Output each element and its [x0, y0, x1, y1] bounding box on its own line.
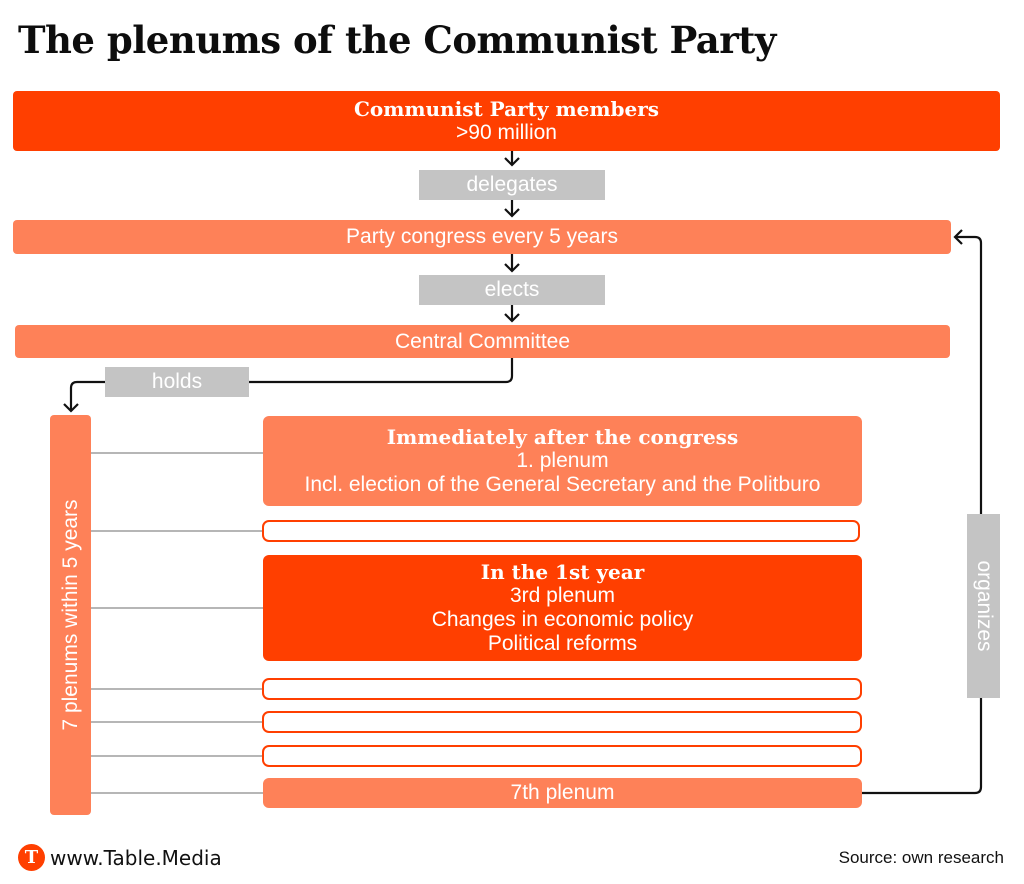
plenum-3-name: 3rd plenum — [509, 584, 616, 607]
plenum-1-box: Immediately after the congress 1. plenum… — [263, 416, 862, 506]
plenum-1-heading: Immediately after the congress — [386, 425, 739, 449]
side-bar-label: 7 plenums within 5 years — [58, 499, 82, 731]
footer-url: www.Table.Media — [50, 846, 222, 870]
arrow-down-icon — [504, 208, 520, 218]
arrow-down-icon — [504, 263, 520, 273]
plenum-4-box — [262, 678, 862, 700]
party-congress-label: Party congress every 5 years — [346, 225, 618, 248]
members-value: >90 million — [456, 121, 557, 144]
organizes-label-box: organizes — [967, 514, 1000, 698]
members-box: Communist Party members >90 million — [13, 91, 1000, 151]
plenum-7-name: 7th plenum — [510, 781, 615, 804]
table-media-logo-icon: T — [18, 844, 45, 871]
elects-label: elects — [419, 275, 605, 305]
logo-letter: T — [24, 847, 39, 868]
plenum-2-box — [262, 520, 860, 542]
arrow-down-icon — [504, 313, 520, 323]
arrow-down-icon — [504, 157, 520, 167]
arrow-left-icon — [953, 229, 963, 245]
central-committee-label: Central Committee — [394, 329, 571, 353]
plenum-7-box: 7th plenum — [263, 778, 862, 808]
plenum-3-detail-political: Political reforms — [487, 632, 638, 655]
arrow-down-icon — [63, 403, 79, 413]
plenum-1-name: 1. plenum — [516, 449, 609, 472]
party-congress-box: Party congress every 5 years — [13, 220, 951, 254]
plenum-3-detail-economic: Changes in economic policy — [431, 608, 694, 631]
holds-label: holds — [105, 367, 249, 397]
central-committee-box: Central Committee — [15, 325, 950, 358]
delegates-label: delegates — [419, 170, 605, 200]
plenum-3-box: In the 1st year 3rd plenum Changes in ec… — [263, 555, 862, 661]
plenum-1-detail: Incl. election of the General Secretary … — [304, 473, 821, 496]
page-title: The plenums of the Communist Party — [18, 18, 776, 62]
members-heading: Communist Party members — [353, 97, 660, 121]
plenums-side-bar: 7 plenums within 5 years — [50, 415, 91, 815]
plenum-5-box — [262, 711, 862, 733]
organizes-label: organizes — [972, 560, 996, 652]
plenum-3-heading: In the 1st year — [480, 560, 645, 584]
plenum-6-box — [262, 745, 862, 767]
footer-source: Source: own research — [838, 848, 1004, 867]
